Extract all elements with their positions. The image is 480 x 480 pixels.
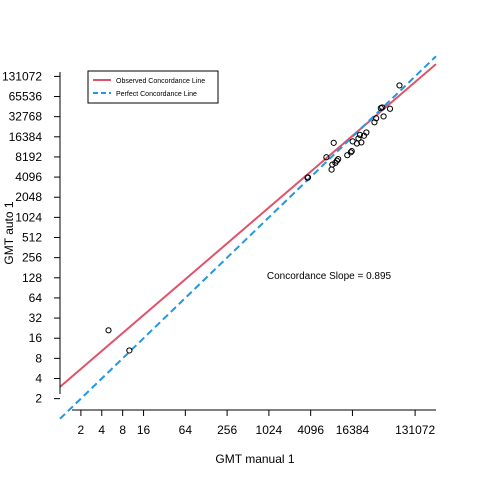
observed-concordance-line	[59, 63, 437, 388]
x-tick-label: 256	[217, 423, 237, 437]
concordance-slope-annotation: Concordance Slope = 0.895	[267, 271, 392, 282]
y-tick-label: 131072	[2, 69, 42, 83]
data-point	[304, 174, 312, 181]
data-point	[323, 154, 330, 161]
x-tick-label: 16	[137, 423, 151, 437]
x-tick-label: 4096	[297, 423, 324, 437]
y-tick-label: 32	[29, 311, 43, 325]
data-point	[335, 156, 342, 163]
data-point	[355, 135, 362, 142]
legend-label-observed: Observed Concordance Line	[116, 78, 205, 85]
y-tick-label: 16384	[9, 130, 43, 144]
data-point	[380, 113, 387, 120]
y-tick-label: 512	[22, 231, 42, 245]
data-point	[358, 139, 365, 146]
y-tick-label: 1024	[15, 210, 42, 224]
legend-box	[87, 70, 219, 104]
x-tick-label: 16384	[336, 423, 370, 437]
y-tick-label: 256	[22, 251, 42, 265]
y-tick-label: 2	[35, 392, 42, 406]
y-tick-label: 16	[29, 331, 43, 345]
data-point	[347, 149, 354, 156]
y-tick-label: 8192	[15, 150, 42, 164]
x-tick-label: 1024	[256, 423, 283, 437]
data-point	[379, 104, 386, 111]
data-point	[363, 129, 370, 136]
x-tick-label: 4	[98, 423, 105, 437]
y-tick-label: 8	[35, 351, 42, 365]
x-tick-label: 64	[179, 423, 193, 437]
y-tick-label: 4096	[15, 170, 42, 184]
data-point	[333, 157, 341, 164]
y-tick-label: 4	[35, 371, 42, 385]
y-tick-label: 2048	[15, 190, 42, 204]
x-axis-ticks: 2 4 8 16 64 256 1024 4096 16384 131072	[78, 410, 435, 437]
data-point	[328, 166, 335, 173]
data-point	[396, 82, 403, 89]
y-tick-label: 128	[22, 271, 42, 285]
x-axis-title: GMT manual 1	[215, 452, 294, 466]
data-point	[330, 139, 337, 146]
data-point	[373, 115, 380, 122]
x-tick-label: 2	[78, 423, 85, 437]
legend: Observed Concordance Line Perfect Concor…	[87, 70, 219, 104]
data-point	[126, 347, 133, 354]
data-point	[356, 131, 364, 138]
x-tick-label: 131072	[395, 423, 435, 437]
x-tick-label: 8	[119, 423, 126, 437]
data-point	[386, 105, 394, 112]
y-axis-ticks: 2 4 8 16 32 64 128 256 512 1024 2048 4096 8192 16384 3…	[2, 69, 60, 406]
legend-label-perfect: Perfect Concordance Line	[116, 91, 197, 98]
data-point	[329, 161, 336, 168]
y-tick-label: 65536	[9, 90, 43, 104]
data-point	[344, 152, 351, 159]
plot-points	[105, 82, 403, 354]
data-point	[348, 148, 355, 155]
y-tick-label: 64	[29, 291, 43, 305]
y-tick-label: 32768	[9, 110, 43, 124]
data-point	[105, 327, 112, 334]
y-axis-title: GMT auto 1	[2, 201, 16, 264]
perfect-concordance-line	[59, 55, 437, 420]
